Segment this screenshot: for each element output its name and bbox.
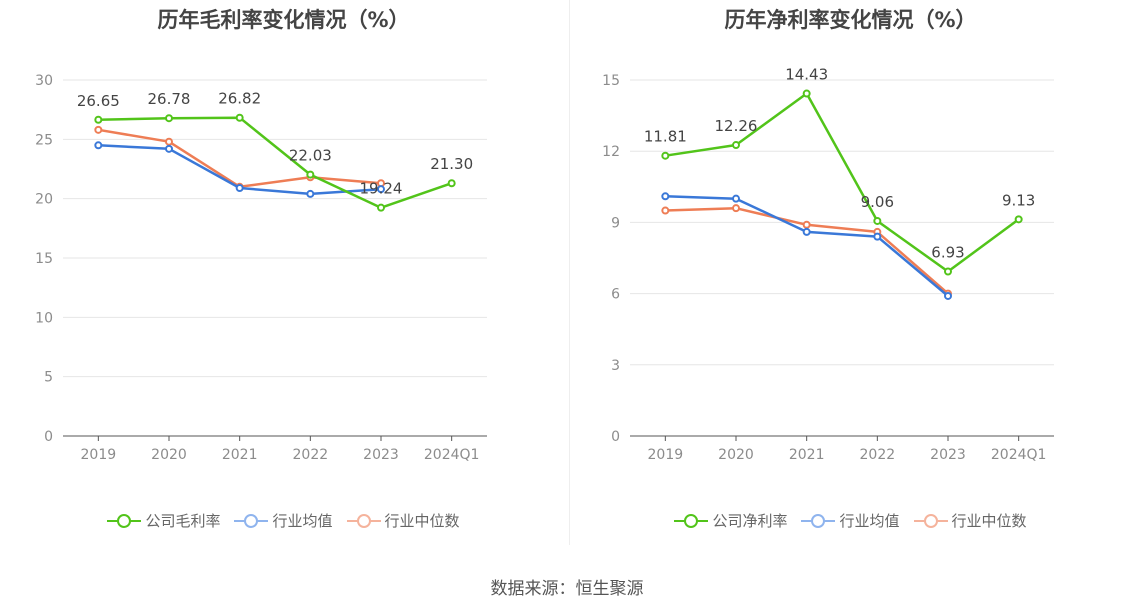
legend-marker-icon <box>346 513 381 528</box>
data-point-industry_avg <box>873 232 882 241</box>
data-point-company <box>447 179 456 188</box>
y-tick-label: 30 <box>35 73 53 89</box>
y-tick-label: 5 <box>44 370 53 386</box>
x-tick-label: 2022 <box>293 447 329 463</box>
chart-legend: 公司净利率 行业均值 行业中位数 <box>567 510 1134 531</box>
data-label: 19.24 <box>360 180 403 198</box>
data-point-industry_avg <box>661 192 670 201</box>
data-label: 26.78 <box>148 90 191 108</box>
legend-label: 公司毛利率 <box>145 512 221 530</box>
legend-item-industry-median[interactable]: 行业中位数 <box>346 510 460 531</box>
data-point-industry_median <box>661 206 670 215</box>
series-line-industry_avg <box>665 195 949 297</box>
gross-margin-chart-panel: 历年毛利率变化情况（%） 0 5 10 15 20 25 30 2019 2020 2021 202… <box>0 0 567 560</box>
legend-label: 行业中位数 <box>951 512 1027 530</box>
data-point-industry_avg <box>306 189 315 198</box>
y-tick-label: 25 <box>35 132 53 148</box>
legend-marker-icon <box>801 513 836 528</box>
legend-item-industry-median[interactable]: 行业中位数 <box>913 510 1027 531</box>
legend-item-industry-avg[interactable]: 行业均值 <box>234 510 333 531</box>
legend-marker-icon <box>913 513 948 528</box>
chart-title: 历年毛利率变化情况（%） <box>157 8 410 32</box>
x-tick-label: 2023 <box>930 447 966 463</box>
data-point-company <box>165 114 173 123</box>
x-tick-label: 2023 <box>363 447 399 463</box>
data-point-industry_median <box>94 125 103 134</box>
data-label: 12.26 <box>715 117 758 135</box>
x-tick-label: 2019 <box>648 447 684 463</box>
legend-marker-icon <box>107 513 142 528</box>
y-tick-label: 20 <box>35 192 53 208</box>
data-point-company <box>732 141 740 150</box>
legend-label: 公司净利率 <box>712 512 788 530</box>
legend-item-industry-avg[interactable]: 行业均值 <box>801 510 900 531</box>
data-label: 9.13 <box>1002 191 1035 209</box>
y-tick-label: 3 <box>611 358 620 374</box>
data-label: 26.65 <box>77 92 120 110</box>
data-point-industry_avg <box>802 227 811 236</box>
y-tick-label: 6 <box>611 287 620 303</box>
data-label: 9.06 <box>861 193 894 211</box>
chart-title: 历年净利率变化情况（%） <box>724 8 977 32</box>
data-label: 11.81 <box>644 128 687 146</box>
y-tick-label: 0 <box>44 429 53 445</box>
data-point-company <box>873 216 882 225</box>
x-tick-label: 2021 <box>222 447 258 463</box>
data-point-company <box>377 203 385 212</box>
panel-divider <box>569 0 570 545</box>
chart-legend: 公司毛利率 行业均值 行业中位数 <box>0 510 567 531</box>
data-point-industry_median <box>165 137 173 146</box>
legend-marker-icon <box>234 513 269 528</box>
data-point-industry_avg <box>732 194 740 203</box>
y-tick-label: 0 <box>611 429 620 445</box>
data-point-industry_avg <box>165 144 173 153</box>
legend-marker-icon <box>674 513 709 528</box>
data-point-company <box>306 170 315 179</box>
data-label: 21.30 <box>430 155 473 173</box>
x-tick-label: 2021 <box>789 447 825 463</box>
gross-margin-chart: 0 5 10 15 20 25 30 2019 2020 2021 2022 2023 2024Q1 26… <box>35 73 487 463</box>
x-tick-label: 2020 <box>718 447 754 463</box>
data-point-industry_avg <box>377 185 385 194</box>
y-tick-label: 15 <box>602 73 620 89</box>
legend-item-company[interactable]: 公司净利率 <box>674 510 787 531</box>
y-tick-label: 10 <box>35 310 53 326</box>
legend-label: 行业中位数 <box>384 512 460 530</box>
series-line-company <box>98 116 453 209</box>
y-tick-label: 15 <box>35 251 53 267</box>
x-tick-label: 2024Q1 <box>424 447 480 463</box>
data-point-industry_avg <box>944 291 952 300</box>
y-tick-label: 12 <box>602 144 620 160</box>
legend-label: 行业均值 <box>272 512 333 530</box>
data-point-company <box>94 115 103 124</box>
data-point-company <box>802 89 811 98</box>
net-margin-chart: 0 3 6 9 12 15 2019 2020 2021 2022 2023 2024Q1 11.81 1… <box>602 66 1054 463</box>
net-margin-chart-panel: 历年净利率变化情况（%） 0 3 6 9 12 15 2019 2020 2021 2022 202… <box>567 0 1134 560</box>
data-source-note: 数据来源：恒生聚源 <box>490 579 644 599</box>
data-point-company <box>661 151 670 160</box>
data-point-industry_avg <box>94 141 103 150</box>
x-tick-label: 2022 <box>860 447 896 463</box>
series-line-company <box>665 92 1020 273</box>
x-tick-label: 2024Q1 <box>991 447 1047 463</box>
legend-label: 行业均值 <box>839 512 900 530</box>
data-point-industry_median <box>802 220 811 229</box>
data-point-industry_avg <box>235 183 244 192</box>
data-label: 26.82 <box>218 90 261 108</box>
data-label: 22.03 <box>289 147 332 165</box>
x-tick-label: 2019 <box>81 447 117 463</box>
data-point-company <box>944 267 952 276</box>
data-point-industry_median <box>732 204 740 213</box>
x-tick-label: 2020 <box>151 447 187 463</box>
legend-item-company[interactable]: 公司毛利率 <box>107 510 220 531</box>
data-point-company <box>235 113 244 122</box>
y-tick-label: 9 <box>611 215 620 231</box>
data-label: 14.43 <box>785 66 828 84</box>
data-label: 6.93 <box>931 244 964 262</box>
data-point-company <box>1014 215 1023 224</box>
series-line-industry_median <box>98 128 382 189</box>
